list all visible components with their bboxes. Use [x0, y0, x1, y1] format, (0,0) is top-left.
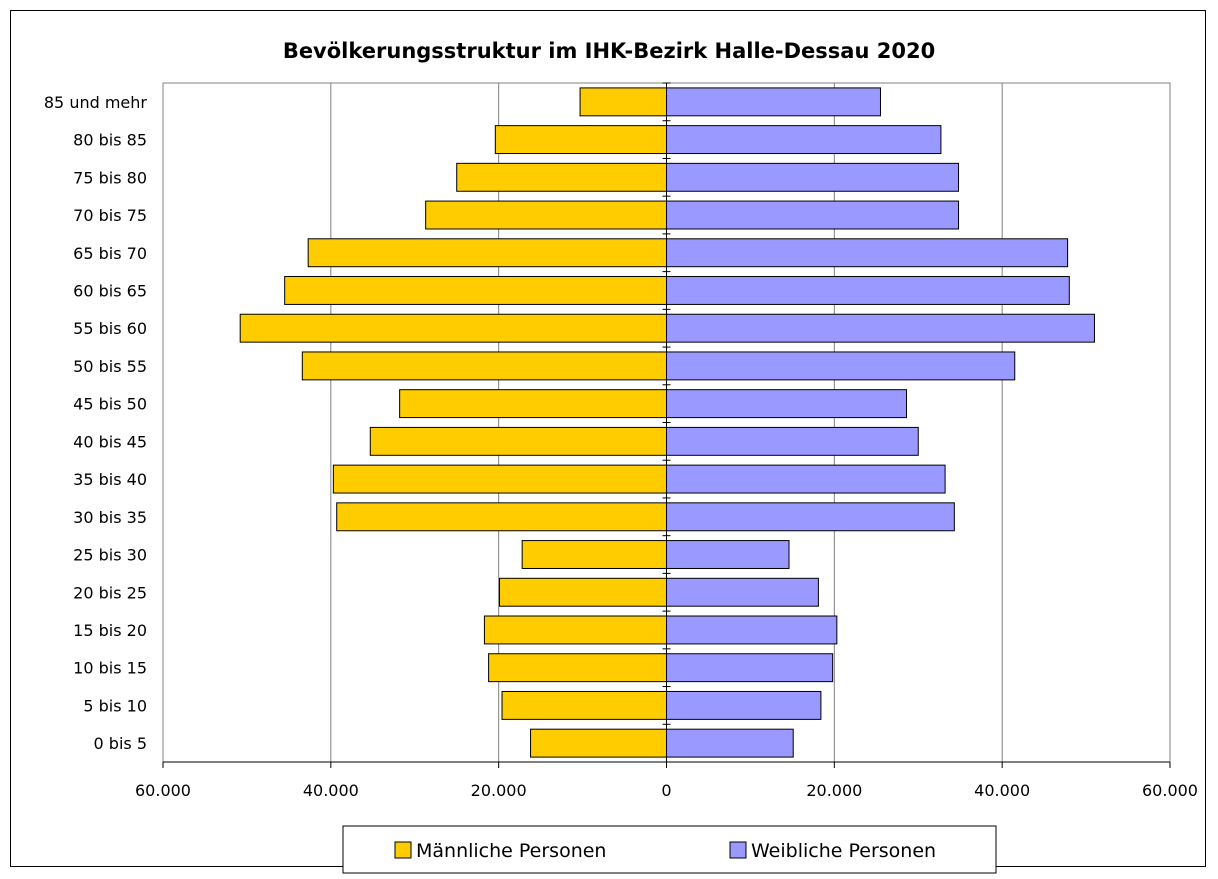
- bar-maennlich-11: [336, 502, 667, 532]
- category-label: 60 bis 65: [73, 281, 147, 300]
- bar-maennlich-16: [501, 690, 668, 720]
- category-label: 70 bis 75: [73, 206, 147, 225]
- category-label: 40 bis 45: [73, 432, 147, 451]
- category-label: 85 und mehr: [44, 93, 148, 112]
- bar-weiblich-3: [666, 200, 960, 230]
- bar-weiblich-16: [666, 690, 822, 720]
- category-label: 35 bis 40: [73, 470, 147, 489]
- category-label: 15 bis 20: [73, 621, 147, 640]
- bar-maennlich-12: [521, 540, 667, 569]
- bars: [239, 82, 1095, 763]
- category-label: 50 bis 55: [73, 357, 147, 376]
- bar-weiblich-15: [666, 653, 834, 683]
- category-label: 25 bis 30: [73, 546, 147, 565]
- bar-weiblich-10: [666, 464, 946, 494]
- bar-weiblich-1: [666, 125, 942, 155]
- bar-maennlich-9: [369, 426, 667, 456]
- legend-box: [342, 825, 997, 874]
- legend-label-maennlich: Männliche Personen: [416, 840, 606, 862]
- x-tick-label: 60.000: [1142, 781, 1198, 800]
- category-label: 55 bis 60: [73, 319, 147, 338]
- category-labels: 85 und mehr 80 bis 85 75 bis 80 70 bis 75 65…: [44, 93, 148, 753]
- bar-weiblich-4: [666, 238, 1069, 268]
- bar-weiblich-7: [666, 351, 1016, 381]
- legend-swatch-maennlich: [394, 841, 412, 859]
- category-label: 20 bis 25: [73, 583, 147, 602]
- category-label: 30 bis 35: [73, 508, 147, 527]
- bar-weiblich-14: [666, 615, 838, 645]
- bar-maennlich-14: [483, 615, 668, 645]
- bar-maennlich-1: [494, 125, 667, 155]
- bar-weiblich-5: [666, 276, 1070, 305]
- bar-maennlich-13: [499, 577, 667, 607]
- bar-maennlich-8: [399, 389, 667, 419]
- bar-maennlich-2: [456, 162, 668, 192]
- x-tick-label: 20.000: [471, 781, 527, 800]
- bar-maennlich-7: [301, 351, 667, 381]
- category-label: 45 bis 50: [73, 395, 147, 414]
- legend-swatch-weiblich: [729, 841, 747, 859]
- bar-weiblich-0: [666, 87, 881, 117]
- bar-maennlich-15: [488, 653, 668, 683]
- x-tick-label: 0: [661, 781, 671, 800]
- bar-maennlich-10: [332, 464, 667, 494]
- category-label: 10 bis 15: [73, 659, 147, 678]
- bar-weiblich-13: [666, 577, 819, 607]
- x-axis-ticks: 60.000 40.000 20.000 0 20.000 40.000 60.000: [135, 762, 1198, 800]
- bar-weiblich-12: [666, 540, 790, 569]
- bar-maennlich-17: [530, 728, 667, 758]
- bar-weiblich-11: [666, 502, 955, 532]
- x-tick-label: 40.000: [974, 781, 1030, 800]
- chart-title: Bevölkerungsstruktur im IHK-Bezirk Halle…: [283, 39, 935, 63]
- bar-maennlich-6: [239, 313, 667, 343]
- bar-maennlich-3: [425, 200, 668, 230]
- bar-weiblich-9: [666, 426, 919, 456]
- bar-maennlich-0: [579, 87, 668, 117]
- legend: Männliche Personen Weibliche Personen: [342, 825, 997, 874]
- bar-weiblich-6: [666, 313, 1095, 343]
- x-tick-label: 40.000: [303, 781, 359, 800]
- bar-weiblich-2: [666, 162, 960, 192]
- bar-weiblich-8: [666, 389, 908, 419]
- legend-label-weiblich: Weibliche Personen: [751, 840, 936, 862]
- category-label: 80 bis 85: [73, 131, 147, 150]
- category-label: 75 bis 80: [73, 168, 147, 187]
- bar-maennlich-5: [284, 276, 667, 305]
- category-label: 5 bis 10: [83, 696, 147, 715]
- category-label: 65 bis 70: [73, 244, 147, 263]
- bar-maennlich-4: [307, 238, 667, 268]
- x-tick-label: 20.000: [806, 781, 862, 800]
- bar-weiblich-17: [666, 728, 794, 758]
- x-tick-label: 60.000: [135, 781, 191, 800]
- category-label: 0 bis 5: [94, 734, 147, 753]
